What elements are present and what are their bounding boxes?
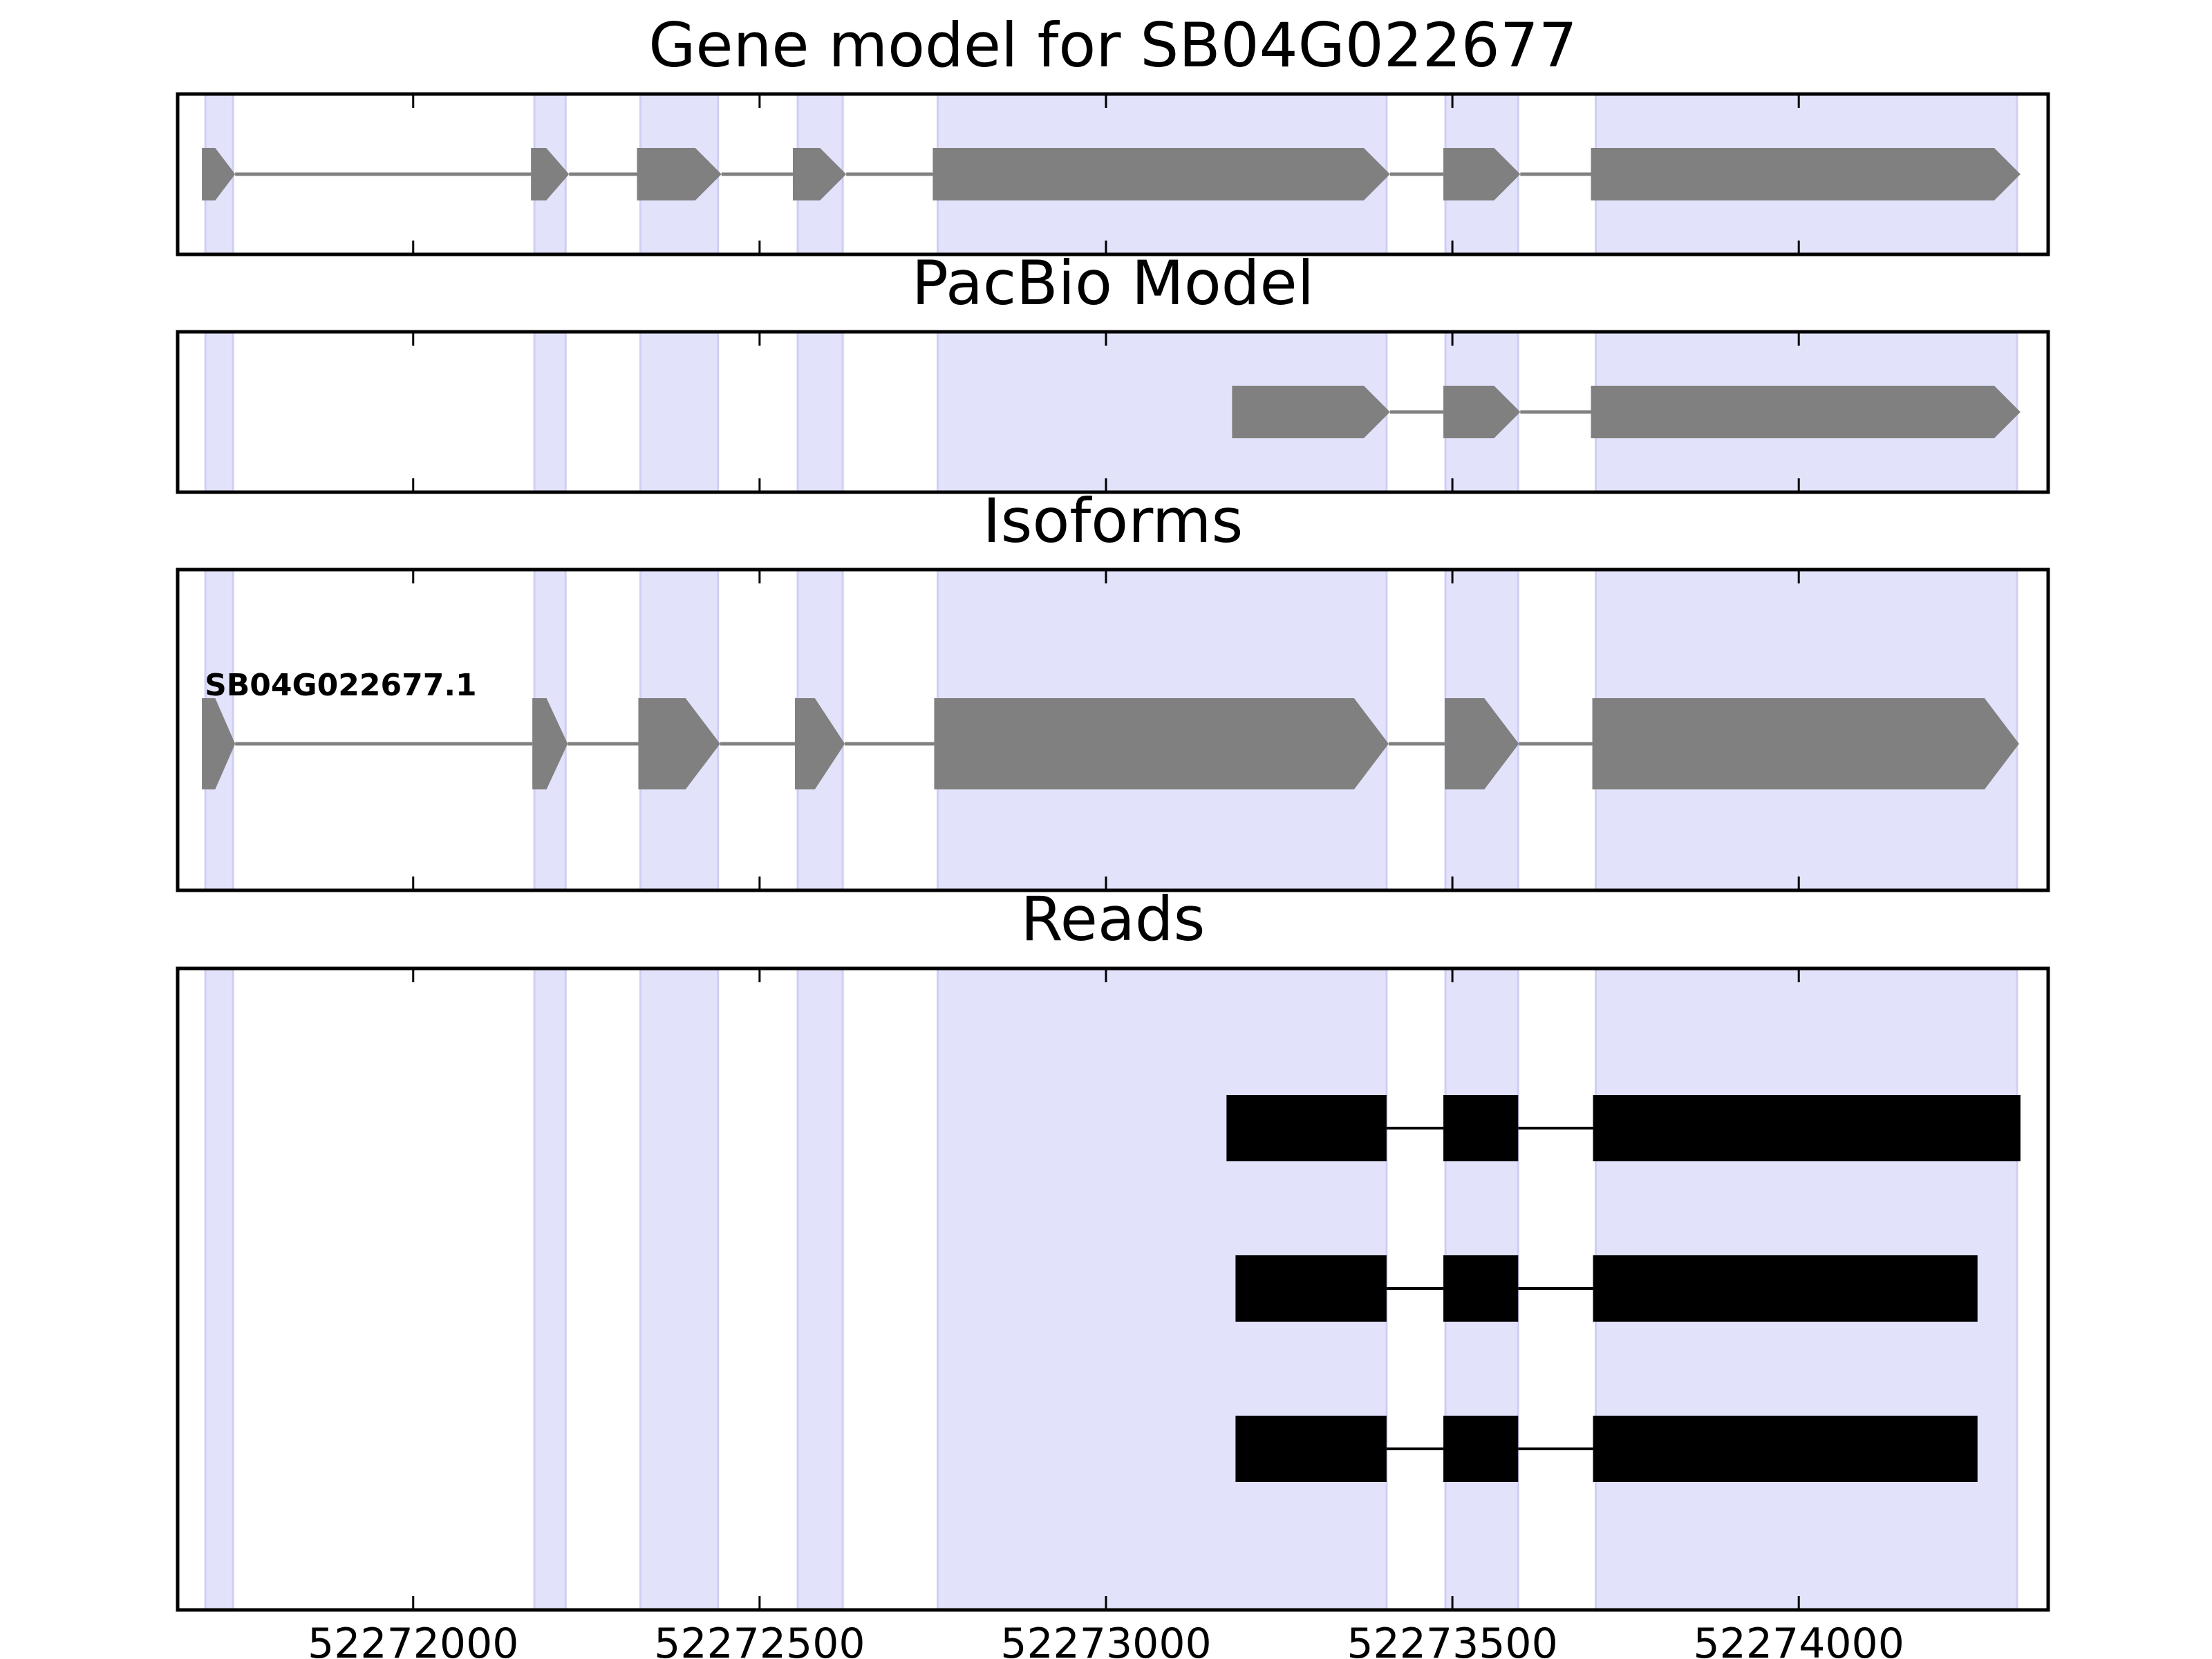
exon-block — [1235, 1416, 1387, 1482]
exon-block — [1226, 1095, 1387, 1161]
exon-block — [202, 698, 236, 789]
exon-block — [792, 148, 847, 200]
x-tick-label: 52274000 — [1694, 1620, 1904, 1659]
axes-frame — [176, 568, 2050, 892]
panel-title: PacBio Model — [912, 247, 1314, 319]
highlight-region — [796, 330, 844, 494]
exon-block — [637, 148, 722, 200]
exon-block — [1592, 698, 2019, 789]
exon-block — [638, 698, 720, 789]
panel-4: Reads 52272000 52272500 52273000 52273500 522… — [176, 883, 2050, 1659]
exon-block — [934, 698, 1389, 789]
panel-title: Reads — [1021, 883, 1206, 955]
exon-block — [1593, 1095, 2021, 1161]
exon-block — [1443, 1416, 1519, 1482]
panel-2: PacBio Model — [176, 247, 2050, 494]
axes-frame — [176, 92, 2050, 256]
axes-frame — [176, 330, 2050, 494]
exon-block — [1593, 1416, 1978, 1482]
exon-block — [531, 148, 570, 200]
x-tick-label: 52273000 — [1000, 1620, 1211, 1659]
exon-block — [932, 148, 1390, 200]
panel-3: Isoforms SB04G022677.1 — [176, 485, 2050, 892]
exon-block — [1443, 1255, 1519, 1322]
highlight-region — [796, 967, 844, 1611]
exon-block — [202, 148, 236, 200]
panel-1: Gene model for SB04G022677 — [176, 10, 2050, 256]
axes-frame — [176, 966, 2050, 1612]
exon-block — [532, 698, 568, 789]
isoform-label: SB04G022677.1 — [205, 668, 477, 703]
exon-block — [1593, 1255, 1978, 1322]
x-tick-label: 52272500 — [654, 1620, 865, 1659]
exon-block — [1443, 148, 1521, 200]
exon-block — [1235, 1255, 1387, 1322]
x-tick-label: 52272000 — [308, 1620, 518, 1659]
highlight-region — [639, 330, 720, 494]
highlight-region — [533, 330, 567, 494]
exon-block — [1591, 386, 2021, 438]
highlight-region — [204, 967, 234, 1611]
exon-block — [1591, 148, 2021, 200]
panel-title: Isoforms — [983, 485, 1244, 556]
highlight-region — [204, 330, 234, 494]
exon-block — [794, 698, 845, 789]
highlight-region — [533, 967, 567, 1611]
exon-block — [1232, 386, 1390, 438]
x-tick-label: 52273500 — [1347, 1620, 1557, 1659]
exon-block — [1443, 1095, 1519, 1161]
highlight-region — [639, 967, 720, 1611]
panel-title: Gene model for SB04G022677 — [648, 10, 1577, 81]
exon-block — [1445, 698, 1519, 789]
exon-block — [1443, 386, 1521, 438]
